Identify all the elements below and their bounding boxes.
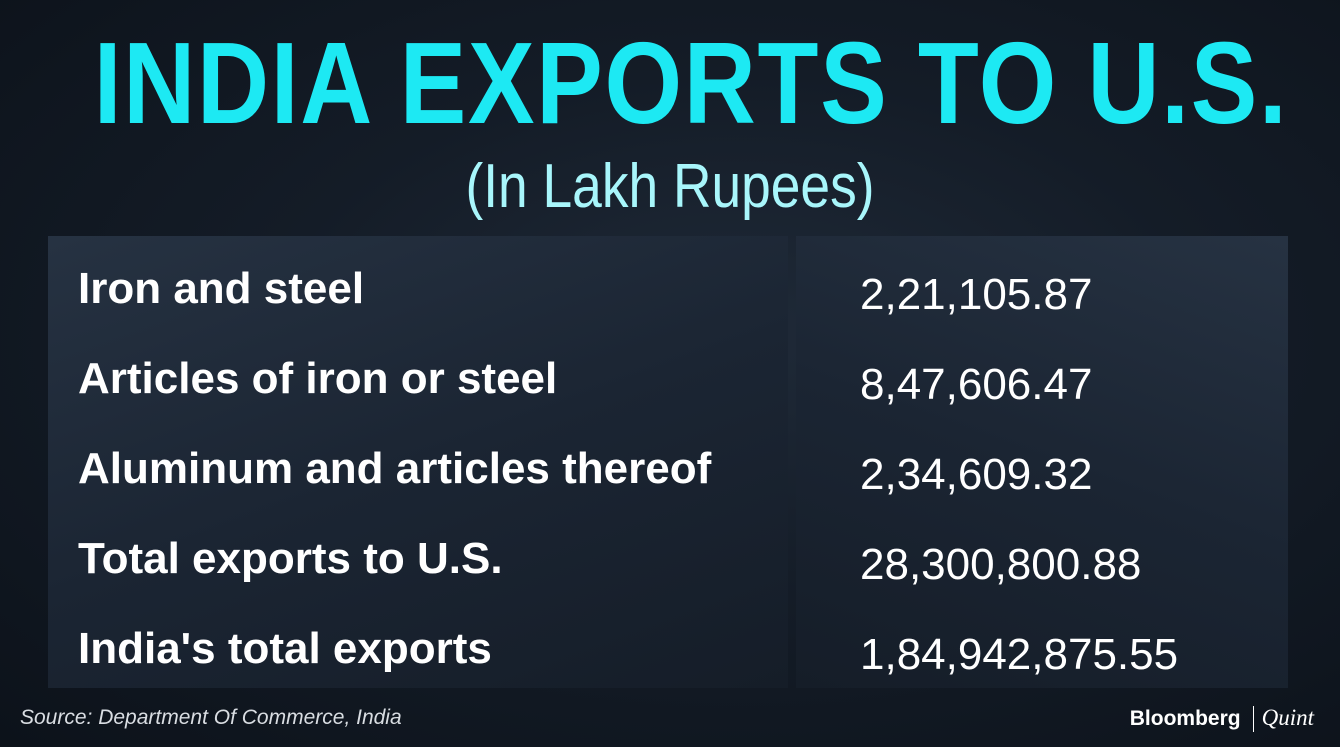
table-row: Articles of iron or steel 8,47,606.47 bbox=[48, 334, 1288, 424]
category-column-panel bbox=[48, 236, 788, 688]
row-value: 2,34,609.32 bbox=[860, 450, 1093, 499]
source-note: Source: Department Of Commerce, India bbox=[20, 706, 402, 729]
table-row: Total exports to U.S. 28,300,800.88 bbox=[48, 514, 1288, 604]
row-value: 2,21,105.87 bbox=[860, 270, 1093, 319]
table-row: Aluminum and articles thereof 2,34,609.3… bbox=[48, 424, 1288, 514]
table-row: Iron and steel 2,21,105.87 bbox=[48, 244, 1288, 334]
value-column-panel bbox=[796, 236, 1288, 688]
row-category: Aluminum and articles thereof bbox=[78, 444, 712, 493]
row-value: 8,47,606.47 bbox=[860, 360, 1093, 409]
row-category: Total exports to U.S. bbox=[78, 534, 503, 583]
row-value: 1,84,942,875.55 bbox=[860, 630, 1179, 679]
exports-table: Iron and steel 2,21,105.87 Articles of i… bbox=[48, 236, 1288, 688]
table-row: India's total exports 1,84,942,875.55 bbox=[48, 604, 1288, 694]
quint-wordmark: Quint bbox=[1261, 705, 1314, 730]
row-category: Iron and steel bbox=[78, 264, 365, 313]
row-category: India's total exports bbox=[78, 624, 492, 673]
bloomberg-wordmark: Bloomberg bbox=[1129, 707, 1241, 730]
row-value: 28,300,800.88 bbox=[860, 540, 1142, 589]
row-category: Articles of iron or steel bbox=[78, 354, 558, 403]
chart-title: INDIA EXPORTS TO U.S. bbox=[93, 18, 1289, 148]
brand-divider bbox=[1252, 706, 1254, 733]
chart-subtitle: (In Lakh Rupees) bbox=[465, 152, 875, 221]
brand-logo: Bloomberg Quint bbox=[1130, 702, 1314, 734]
